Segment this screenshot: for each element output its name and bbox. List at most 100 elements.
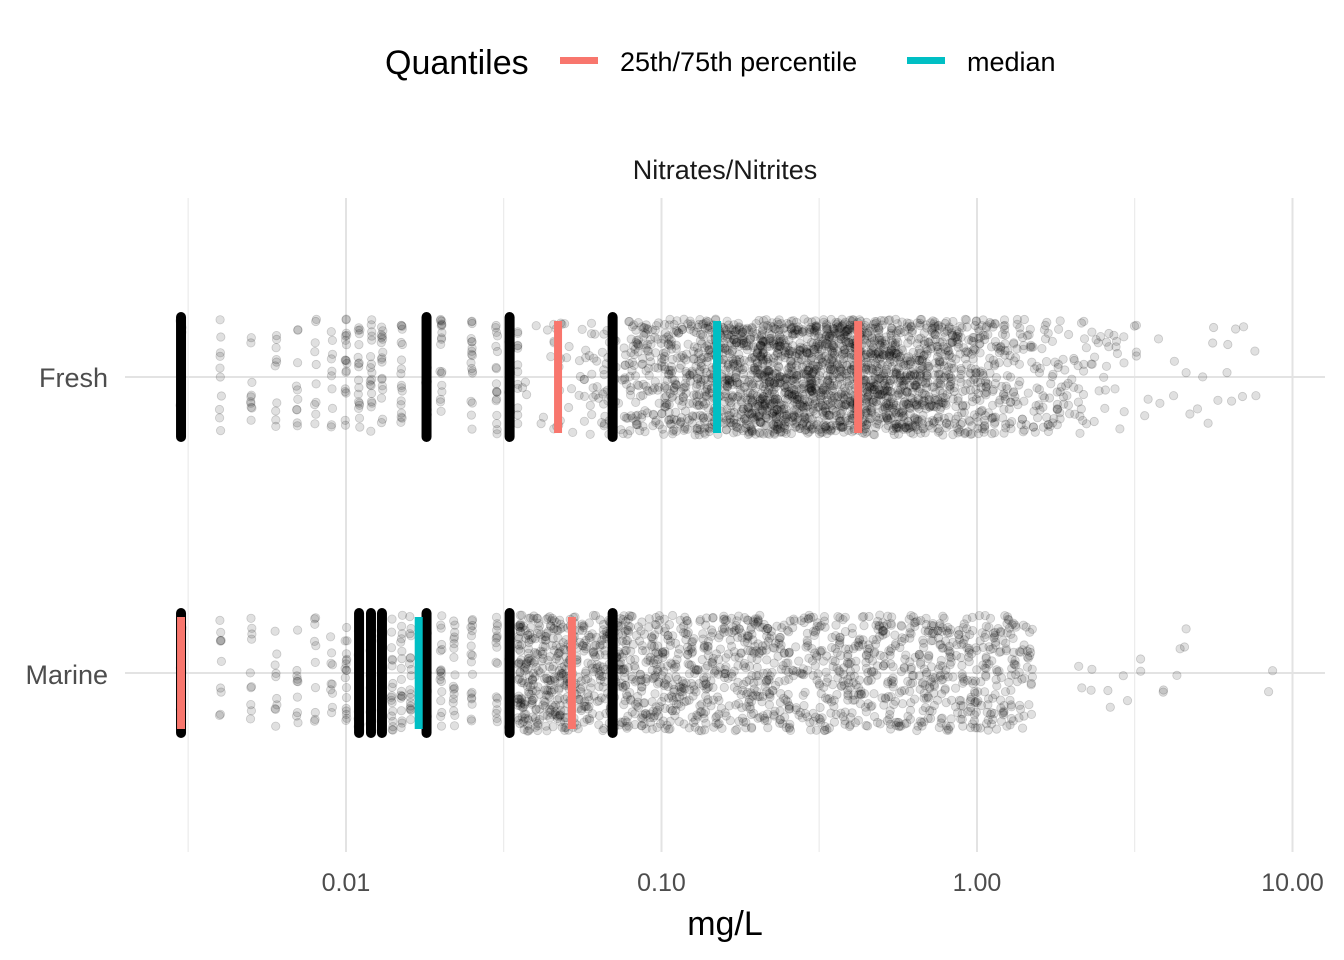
data-point	[788, 666, 799, 676]
data-point	[918, 635, 928, 645]
data-point	[309, 399, 320, 410]
data-point	[784, 319, 795, 330]
data-point	[910, 380, 921, 390]
data-point	[538, 711, 549, 721]
data-point	[805, 375, 816, 385]
panel-title: Nitrates/Nitrites	[633, 155, 818, 185]
data-point	[538, 663, 548, 673]
data-point	[1008, 387, 1019, 397]
data-point	[845, 315, 855, 325]
data-point	[910, 396, 920, 407]
data-point	[341, 703, 351, 714]
data-point	[594, 720, 604, 730]
x-tick-label: 10.00	[1261, 869, 1324, 897]
data-point	[720, 388, 731, 399]
data-point	[724, 396, 734, 406]
data-point	[770, 424, 780, 434]
data-point	[341, 388, 351, 398]
data-point	[515, 620, 525, 630]
data-point	[396, 364, 406, 374]
data-point	[1250, 346, 1260, 356]
data-point	[746, 422, 756, 432]
data-point	[1118, 671, 1128, 681]
data-point	[926, 636, 936, 646]
data-point	[292, 625, 303, 635]
data-point	[992, 681, 1002, 691]
data-point	[492, 429, 502, 439]
data-point	[738, 338, 748, 348]
data-point	[938, 430, 948, 440]
data-point	[749, 617, 759, 627]
data-point	[730, 340, 740, 350]
data-point	[632, 380, 642, 390]
data-point	[797, 713, 808, 723]
data-point	[626, 348, 636, 358]
data-point	[883, 420, 893, 431]
data-point	[574, 694, 584, 705]
data-point	[968, 332, 978, 343]
data-point	[919, 351, 929, 361]
data-point	[837, 405, 848, 415]
data-point	[952, 329, 962, 339]
data-point	[829, 391, 840, 401]
data-point	[767, 667, 777, 678]
data-point	[862, 360, 873, 370]
data-point	[1140, 411, 1150, 421]
data-point	[246, 682, 256, 693]
data-point	[792, 394, 802, 405]
data-point	[1010, 353, 1021, 363]
data-point	[650, 362, 660, 372]
data-point	[625, 390, 636, 400]
data-point	[873, 328, 884, 338]
data-point	[974, 333, 984, 343]
data-point	[706, 701, 716, 711]
data-point	[620, 360, 630, 370]
data-point	[866, 358, 876, 368]
data-point	[944, 373, 954, 383]
data-point	[933, 370, 944, 380]
data-point	[980, 376, 991, 386]
data-point	[814, 361, 824, 371]
data-point	[738, 685, 748, 696]
data-point	[721, 374, 731, 384]
data-point	[802, 365, 812, 376]
data-point	[935, 337, 945, 347]
data-point	[799, 412, 809, 422]
data-point	[750, 401, 761, 411]
data-point	[671, 692, 682, 703]
data-point	[933, 423, 943, 434]
data-point	[969, 375, 979, 385]
data-point	[215, 351, 225, 361]
data-point	[838, 422, 848, 432]
data-point	[888, 662, 898, 672]
data-point	[863, 676, 873, 686]
data-point	[366, 359, 376, 369]
data-point	[367, 315, 377, 325]
data-point	[687, 366, 697, 376]
data-point	[1100, 385, 1111, 395]
data-point	[387, 614, 397, 624]
data-point	[932, 352, 943, 362]
data-point	[581, 353, 591, 363]
data-point	[973, 324, 983, 334]
data-point	[1019, 425, 1029, 435]
data-point	[769, 379, 780, 390]
data-point	[247, 403, 257, 413]
data-point	[888, 423, 899, 434]
data-point	[341, 328, 351, 338]
data-point	[826, 708, 836, 718]
data-point	[1015, 329, 1025, 339]
data-point	[1032, 361, 1042, 371]
data-point	[377, 353, 387, 363]
data-point	[828, 323, 838, 334]
data-point	[406, 671, 416, 681]
data-point	[837, 320, 848, 330]
data-point	[677, 324, 688, 335]
data-point	[810, 383, 820, 393]
data-point	[825, 398, 836, 408]
data-point	[633, 317, 644, 328]
data-point	[353, 325, 363, 335]
data-point	[732, 324, 742, 335]
data-point	[789, 374, 799, 384]
data-point	[678, 683, 688, 693]
